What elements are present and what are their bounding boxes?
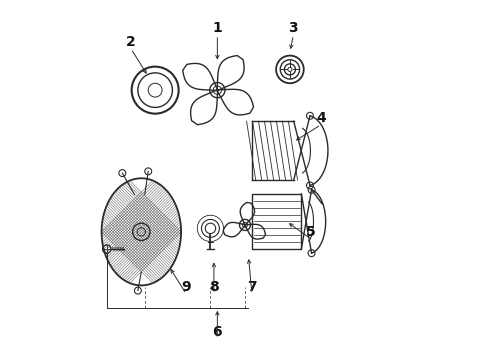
Text: 6: 6 bbox=[213, 325, 222, 339]
Text: 2: 2 bbox=[126, 35, 136, 49]
Text: 1: 1 bbox=[213, 21, 222, 35]
Text: 8: 8 bbox=[209, 280, 219, 294]
Text: 9: 9 bbox=[181, 280, 191, 294]
Text: 3: 3 bbox=[289, 21, 298, 35]
Text: 5: 5 bbox=[306, 225, 316, 239]
Bar bbox=[252, 194, 301, 249]
Text: 4: 4 bbox=[316, 111, 326, 125]
Text: 7: 7 bbox=[247, 280, 257, 294]
Circle shape bbox=[133, 223, 150, 240]
